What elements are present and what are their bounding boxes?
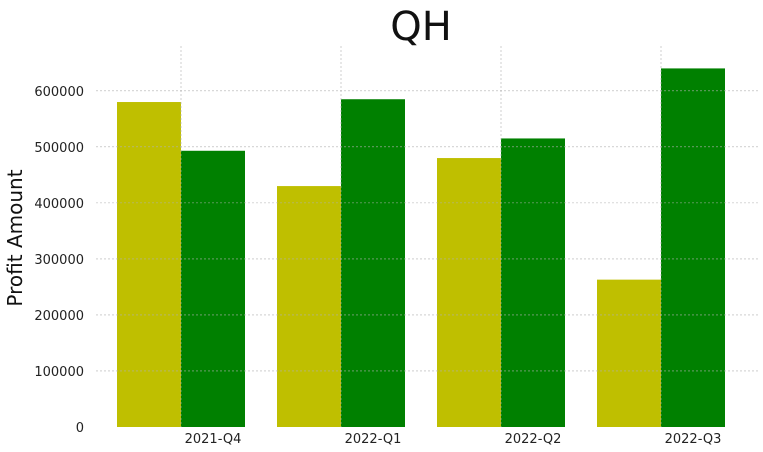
x-tick-label: 2022-Q2 (505, 432, 562, 447)
y-tick-label: 0 (76, 421, 84, 436)
bar-series2-2022-Q2 (501, 138, 565, 427)
x-tick-label: 2022-Q3 (665, 432, 722, 447)
bar-series1-2022-Q2 (437, 158, 501, 427)
y-tick-label: 500000 (34, 141, 84, 156)
grid (96, 46, 758, 427)
y-axis-label: Profit Amount (3, 169, 27, 306)
y-tick-label: 400000 (34, 197, 84, 212)
y-tick-label: 600000 (34, 85, 84, 100)
x-tick-label: 2022-Q1 (345, 432, 402, 447)
x-tick-label: 2021-Q4 (185, 432, 242, 447)
y-tick-label: 300000 (34, 253, 84, 268)
bar-series2-2022-Q3 (661, 68, 725, 427)
bars (117, 68, 725, 428)
bar-series2-2022-Q1 (341, 99, 405, 428)
y-axis-ticks: 0 100000 200000 300000 400000 500000 600000 (34, 85, 84, 436)
x-axis-ticks: 2021-Q4 2022-Q1 2022-Q2 2022-Q3 (185, 432, 722, 447)
bar-series2-2021-Q4 (181, 150, 245, 427)
y-tick-label: 200000 (34, 309, 84, 324)
bar-series1-2022-Q3 (597, 279, 661, 427)
chart-title: QH (390, 4, 452, 50)
bar-series1-2022-Q1 (277, 186, 341, 427)
bar-series1-2021-Q4 (117, 102, 181, 427)
y-tick-label: 100000 (34, 365, 84, 380)
